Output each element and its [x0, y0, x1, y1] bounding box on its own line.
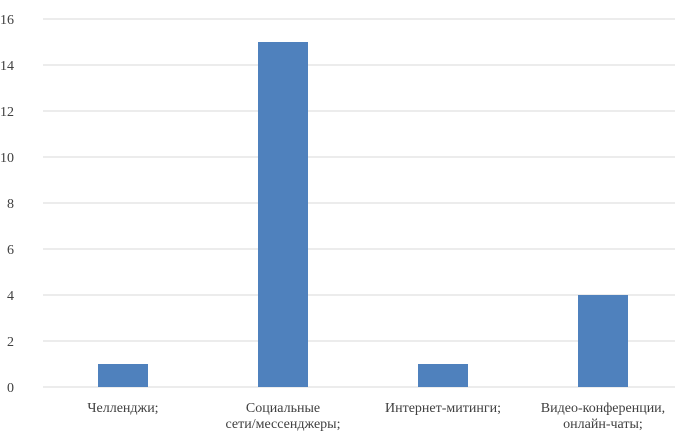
x-tick-label: Интернет-митинги;: [385, 401, 501, 416]
y-tick-label: 2: [7, 335, 14, 350]
bar: [258, 42, 308, 387]
bar: [418, 364, 468, 387]
x-tick-label: Челленджи;: [87, 401, 158, 416]
y-tick-label: 6: [7, 243, 14, 258]
gridlines: [43, 18, 675, 388]
x-tick-label: сети/мессенджеры;: [226, 417, 341, 432]
bars: [98, 42, 628, 387]
bar: [578, 295, 628, 387]
y-tick-label: 16: [0, 13, 14, 28]
y-tick-label: 8: [7, 197, 14, 212]
y-tick-label: 0: [7, 381, 14, 396]
y-tick-label: 14: [0, 59, 14, 74]
bar: [98, 364, 148, 387]
x-tick-label: онлайн-чаты;: [563, 417, 643, 432]
x-tick-label: Социальные: [246, 401, 320, 416]
y-tick-label: 4: [7, 289, 14, 304]
y-tick-label: 12: [0, 105, 14, 120]
y-tick-label: 10: [0, 151, 14, 166]
x-tick-label: Видео-конференции,: [541, 401, 665, 416]
y-axis-tick-labels: 0 2 4 6 8 10 12 14 16: [0, 13, 14, 396]
